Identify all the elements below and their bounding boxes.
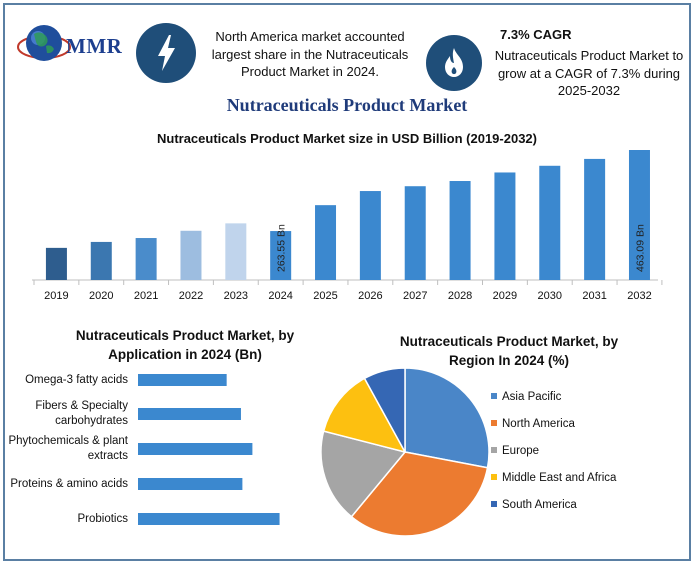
hbar-Probiotics bbox=[138, 513, 280, 525]
pie-slice-Middle East and Africa bbox=[322, 377, 407, 454]
legend-label: Middle East and Africa bbox=[502, 472, 617, 484]
x-tick-label: 2026 bbox=[358, 290, 382, 302]
application-label: Omega-3 fatty acids bbox=[25, 373, 128, 386]
x-tick-label: 2020 bbox=[89, 290, 113, 302]
application-label: Fibers & Specialty carbohydrates bbox=[35, 400, 128, 427]
legend-item: Middle East and Africa bbox=[491, 471, 616, 485]
cagr-title: 7.3% CAGR bbox=[500, 27, 572, 42]
hbar-Fibers & Specialty carbohydrates bbox=[138, 408, 241, 420]
x-tick-label: 2021 bbox=[134, 290, 158, 302]
application-chart-title: Nutraceuticals Product Market, by Applic… bbox=[75, 328, 295, 362]
application-label: Proteins & amino acids bbox=[10, 477, 128, 490]
bar-2019 bbox=[45, 247, 67, 280]
bar-2021 bbox=[135, 238, 157, 280]
bar-2023 bbox=[225, 223, 247, 280]
legend-swatch bbox=[491, 446, 497, 453]
region-chart-title: Nutraceuticals Product Market, by Region… bbox=[399, 334, 619, 368]
bar-2031 bbox=[584, 158, 606, 280]
legend-label: North America bbox=[502, 418, 575, 430]
legend-item: Europe bbox=[491, 444, 539, 458]
bar-2022 bbox=[180, 230, 202, 280]
x-tick-label: 2023 bbox=[224, 290, 248, 302]
bar-2024 bbox=[270, 231, 292, 280]
bar-2028 bbox=[449, 181, 471, 280]
pie-slice-Europe bbox=[320, 430, 407, 518]
legend-item: South America bbox=[491, 498, 577, 512]
legend-swatch bbox=[491, 500, 497, 507]
bar-2029 bbox=[494, 172, 516, 280]
application-label: Phytochemicals & plant extracts bbox=[8, 435, 128, 462]
pie-slice-North America bbox=[350, 451, 489, 537]
bar-2025 bbox=[315, 205, 337, 280]
bar-2027 bbox=[404, 186, 426, 280]
legend-swatch bbox=[491, 473, 497, 480]
bar-2026 bbox=[359, 191, 381, 280]
bar-2020 bbox=[90, 241, 112, 280]
x-tick-label: 2031 bbox=[582, 290, 606, 302]
data-label: 463.09 Bn bbox=[634, 224, 646, 272]
flame-icon bbox=[426, 35, 482, 91]
page-title: Nutraceuticals Product Market bbox=[226, 95, 468, 115]
legend-label: South America bbox=[502, 499, 577, 511]
hbar-Phytochemicals & plant extracts bbox=[138, 443, 253, 455]
x-tick-label: 2025 bbox=[313, 290, 337, 302]
legend-swatch bbox=[491, 392, 497, 399]
pie-slice-South America bbox=[363, 367, 406, 453]
bar-chart-title: Nutraceuticals Product Market size in US… bbox=[156, 131, 537, 146]
x-tick-label: 2024 bbox=[268, 290, 292, 302]
legend-label: Europe bbox=[502, 445, 540, 457]
mmr-logo bbox=[17, 25, 71, 61]
x-tick-label: 2027 bbox=[403, 290, 427, 302]
legend-label: Asia Pacific bbox=[502, 391, 562, 403]
x-tick-label: 2028 bbox=[448, 290, 472, 302]
hbar-Proteins & amino acids bbox=[138, 478, 243, 490]
bar-2032 bbox=[628, 150, 650, 280]
x-tick-label: 2019 bbox=[44, 290, 68, 302]
cagr-info: Nutraceuticals Product Market to grow at… bbox=[494, 48, 684, 98]
pie-slice-Asia Pacific bbox=[404, 367, 490, 469]
logo-text: MMR bbox=[66, 34, 123, 58]
x-tick-label: 2030 bbox=[538, 290, 562, 302]
x-tick-label: 2022 bbox=[179, 290, 203, 302]
legend-swatch bbox=[491, 419, 497, 426]
data-label: 263.55 Bn bbox=[276, 224, 288, 272]
x-tick-label: 2029 bbox=[493, 290, 517, 302]
hbar-Omega-3 fatty acids bbox=[138, 374, 227, 386]
bar-2030 bbox=[539, 165, 561, 280]
application-label: Probiotics bbox=[77, 512, 129, 525]
x-tick-label: 2032 bbox=[627, 290, 651, 302]
legend-item: North America bbox=[491, 417, 575, 431]
legend-item: Asia Pacific bbox=[491, 390, 561, 404]
lightning-bolt-icon bbox=[136, 23, 196, 83]
north-america-info: North America market accounted largest s… bbox=[211, 29, 409, 79]
